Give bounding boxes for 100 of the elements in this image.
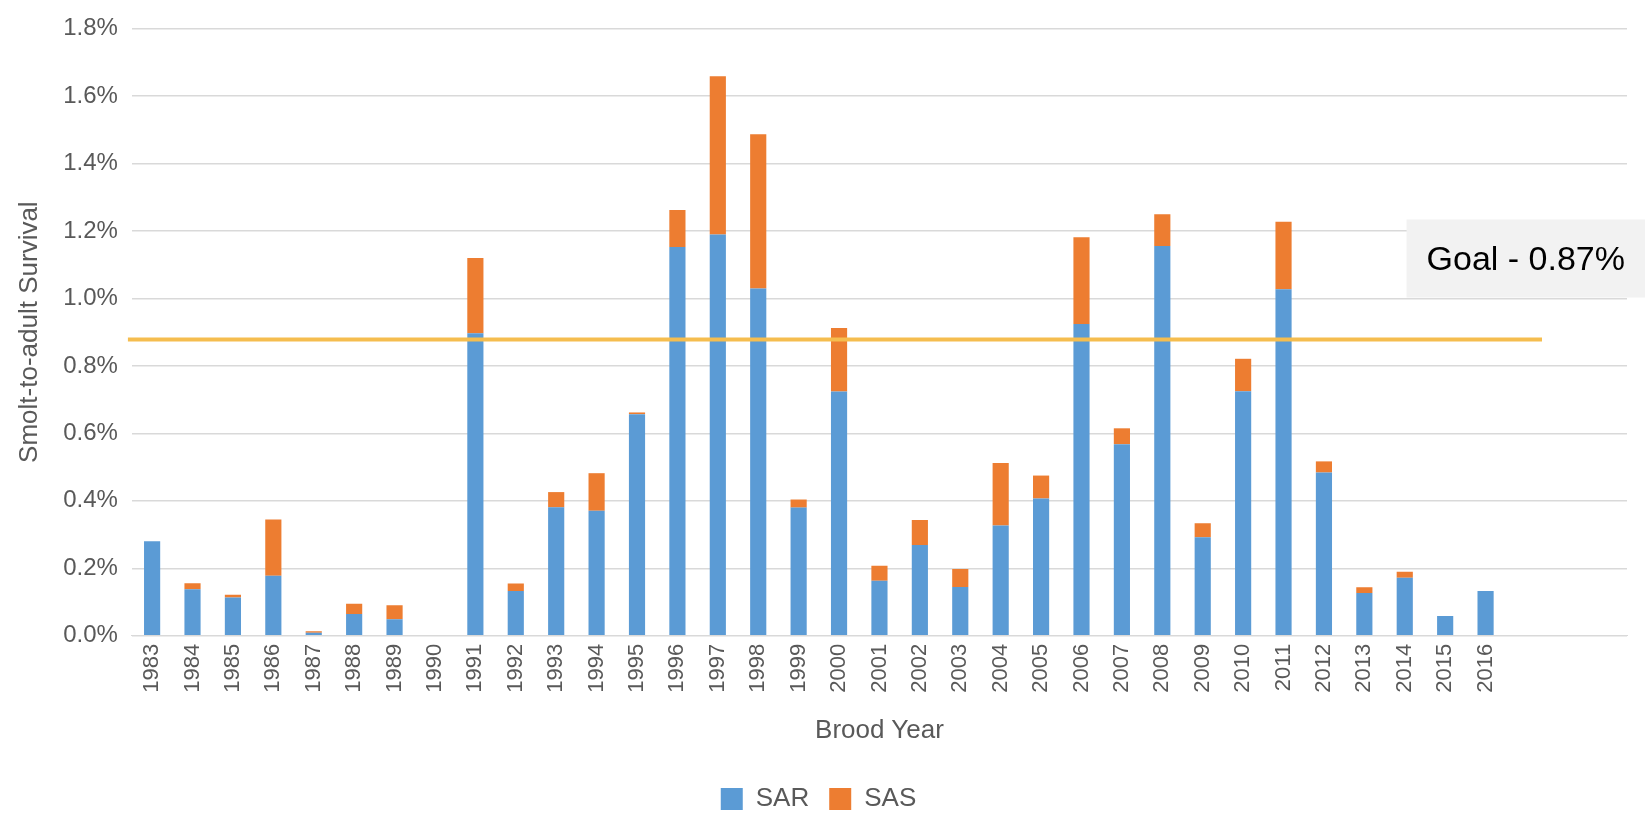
x-tick-label: 2002 (905, 643, 931, 693)
bar (1356, 593, 1373, 636)
x-tick-label: 2001 (865, 643, 891, 693)
bar (709, 76, 726, 235)
bar (1437, 615, 1454, 636)
bar (588, 473, 605, 511)
y-tick-label: 1.8% (63, 13, 118, 41)
x-tick-label: 2000 (825, 643, 851, 693)
bar (1315, 461, 1333, 473)
bar (588, 510, 605, 636)
bar (1477, 590, 1494, 636)
bar (871, 565, 888, 581)
y-tick-label: 1.4% (63, 148, 118, 176)
y-tick-label: 0.0% (63, 620, 118, 648)
bar (628, 414, 646, 636)
bar (1356, 587, 1373, 593)
bar (1315, 472, 1333, 636)
x-tick-label: 2015 (1431, 643, 1457, 693)
bar (346, 613, 363, 636)
x-tick-label: 1992 (501, 643, 527, 693)
bar (1275, 289, 1292, 636)
x-tick-label: 1996 (663, 643, 689, 693)
x-tick-label: 2004 (986, 643, 1012, 693)
bar (467, 257, 484, 334)
bar (1235, 358, 1252, 392)
x-tick-label: 1993 (542, 643, 568, 693)
ref-line-label: Goal - 0.87% (1426, 238, 1626, 277)
bar (144, 541, 161, 636)
bar (830, 391, 848, 636)
x-tick-label: 2014 (1390, 643, 1416, 693)
x-tick-label: 2005 (1027, 643, 1053, 693)
bar (1235, 391, 1252, 636)
bar (1033, 475, 1050, 499)
bar (952, 569, 969, 587)
bar (992, 525, 1009, 636)
y-tick-label: 1.2% (63, 215, 118, 243)
x-tick-label: 1999 (784, 643, 810, 693)
bar (184, 589, 201, 636)
bar (1194, 537, 1211, 636)
legend-label: SAR (755, 782, 810, 813)
bar (467, 333, 484, 636)
x-tick-label: 1989 (380, 643, 406, 693)
bar (911, 545, 928, 636)
bar (871, 580, 888, 636)
bar (790, 499, 807, 508)
bar (911, 520, 928, 546)
x-tick-label: 1997 (703, 643, 729, 693)
bar (548, 507, 565, 636)
x-tick-label: 2007 (1107, 643, 1133, 693)
bar (1073, 237, 1090, 325)
bar (1113, 444, 1130, 636)
y-tick-label: 0.2% (63, 552, 118, 580)
bar (669, 247, 686, 636)
bar (1396, 571, 1413, 578)
x-tick-label: 1995 (623, 643, 649, 693)
x-tick-label: 2011 (1269, 643, 1295, 692)
bar (750, 134, 767, 289)
bar (1033, 498, 1050, 636)
bar (265, 575, 282, 636)
x-tick-label: 1998 (744, 643, 770, 693)
bar (1194, 523, 1211, 538)
x-tick-label: 1985 (218, 643, 244, 693)
y-tick-label: 0.8% (63, 350, 118, 378)
bar (709, 234, 726, 636)
x-tick-label: 1991 (461, 643, 487, 693)
bar (346, 603, 363, 614)
bar (184, 583, 201, 590)
x-tick-label: 2009 (1188, 643, 1214, 693)
x-tick-label: 2003 (946, 643, 972, 693)
x-tick-label: 2013 (1350, 643, 1376, 693)
bar (1396, 577, 1413, 636)
bar (1154, 246, 1171, 636)
bar (669, 209, 686, 248)
x-tick-label: 1986 (259, 643, 285, 693)
x-tick-label: 1988 (340, 643, 366, 693)
legend-label: SAS (864, 782, 917, 813)
bar (1154, 214, 1171, 247)
bar (265, 519, 282, 576)
x-axis-title: Brood Year (815, 713, 945, 744)
y-tick-label: 1.6% (63, 80, 118, 108)
bar (1113, 428, 1130, 445)
y-tick-label: 1.0% (63, 283, 118, 311)
bar (790, 507, 807, 636)
y-tick-label: 0.4% (63, 485, 118, 513)
x-tick-label: 1990 (421, 643, 447, 693)
bar (830, 328, 848, 392)
bar (952, 586, 969, 636)
x-tick-label: 1983 (138, 643, 164, 693)
x-tick-label: 2016 (1471, 643, 1497, 693)
bar (224, 597, 242, 636)
y-tick-label: 0.6% (63, 418, 118, 445)
x-tick-label: 2006 (1067, 643, 1093, 693)
x-tick-label: 2008 (1148, 643, 1174, 693)
bar (1073, 324, 1090, 636)
bar (750, 288, 767, 636)
x-tick-label: 2012 (1310, 643, 1335, 693)
y-axis-title: Smolt-to-adult Survival (12, 201, 43, 463)
bar (507, 583, 524, 591)
x-tick-label: 1987 (299, 643, 325, 693)
x-tick-label: 1994 (582, 643, 608, 693)
